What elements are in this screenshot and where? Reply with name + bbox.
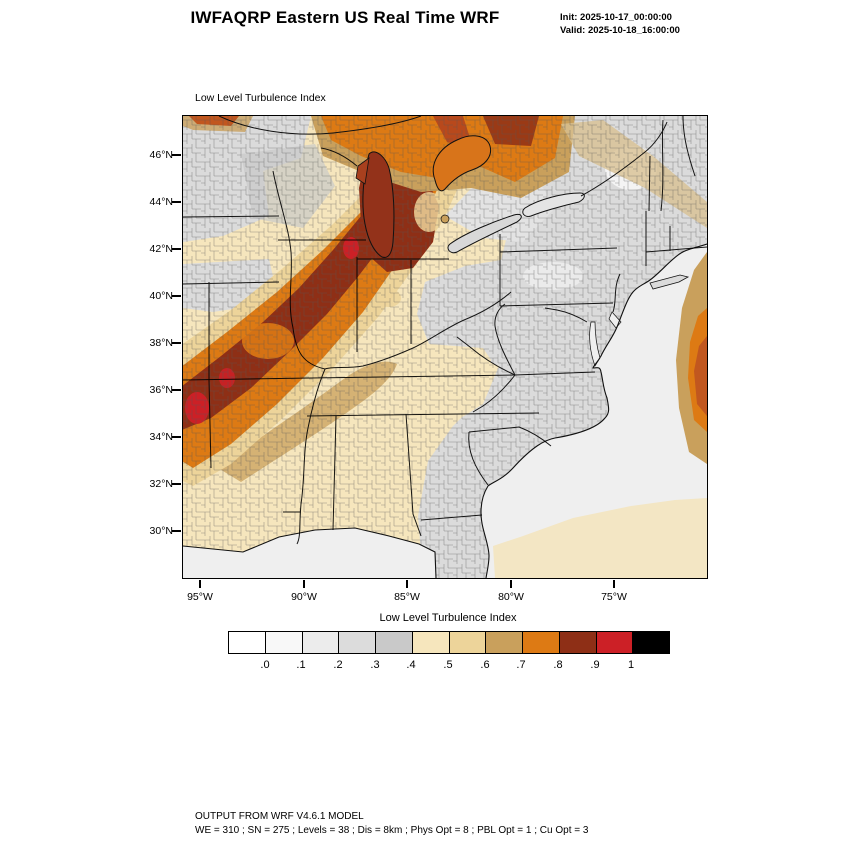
state-boundaries [183, 116, 707, 545]
colorbar-cell [375, 632, 412, 653]
colorbar-tick-label: .7 [516, 659, 526, 671]
lat-tick-label: 30°N [149, 525, 173, 537]
colorbar-cell [264, 632, 302, 653]
colorbar-cell [632, 632, 669, 653]
colorbar-tick-label: .6 [480, 659, 490, 671]
great-lakes [218, 116, 585, 258]
lon-tick [199, 580, 201, 588]
lon-tick [303, 580, 305, 588]
lat-tick [172, 530, 181, 532]
colorbar-tick-label: 1 [627, 659, 635, 671]
lon-tick-label: 80°W [498, 591, 524, 603]
colorbar-cell [595, 632, 633, 653]
lat-tick [172, 248, 181, 250]
init-time: Init: 2025-10-17_00:00:00 [560, 12, 672, 23]
lat-tick-label: 34°N [149, 431, 173, 443]
colorbar-tick-label: .5 [443, 659, 453, 671]
lon-tick-label: 75°W [601, 591, 627, 603]
lat-tick-label: 46°N [149, 149, 173, 161]
turbulence-map [183, 116, 707, 578]
lon-tick [613, 580, 615, 588]
lat-tick [172, 389, 181, 391]
colorbar-cell [522, 632, 559, 653]
lat-tick-label: 44°N [149, 196, 173, 208]
map-frame [182, 115, 708, 579]
colorbar-title: Low Level Turbulence Index [379, 612, 517, 624]
lon-tick-label: 85°W [394, 591, 420, 603]
footer-model-line: OUTPUT FROM WRF V4.6.1 MODEL [195, 811, 364, 822]
colorbar-cell [485, 632, 522, 653]
colorbar-tick-label: .8 [553, 659, 563, 671]
init-valid-block: Init: 2025-10-17_00:00:00 Valid: 2025-10… [560, 11, 680, 37]
footer-config-line: WE = 310 ; SN = 275 ; Levels = 38 ; Dis … [195, 825, 589, 836]
lat-tick [172, 483, 181, 485]
long-island [649, 274, 690, 290]
colorbar-cell [558, 632, 596, 653]
lat-tick-label: 38°N [149, 337, 173, 349]
colorbar-tick-label: .4 [406, 659, 416, 671]
colorbar-tick-label: .3 [370, 659, 380, 671]
field-title: Low Level Turbulence Index [195, 92, 326, 104]
lat-tick-label: 36°N [149, 384, 173, 396]
lat-tick [172, 154, 181, 156]
lon-tick-label: 90°W [291, 591, 317, 603]
colorbar-tick-label: .2 [333, 659, 343, 671]
colorbar-tick-label: .1 [296, 659, 306, 671]
valid-time: Valid: 2025-10-18_16:00:00 [560, 25, 680, 36]
lon-tick [406, 580, 408, 588]
lat-tick-label: 32°N [149, 478, 173, 490]
colorbar-cell [301, 632, 339, 653]
lon-tick-label: 95°W [187, 591, 213, 603]
lat-tick-label: 42°N [149, 243, 173, 255]
lat-tick [172, 436, 181, 438]
colorbar-cell [411, 632, 449, 653]
lat-tick [172, 295, 181, 297]
colorbar-cell [229, 632, 265, 653]
ocean [183, 244, 707, 578]
colorbar-cell [448, 632, 486, 653]
lat-tick-label: 40°N [149, 290, 173, 302]
lat-tick [172, 201, 181, 203]
lon-tick [510, 580, 512, 588]
colorbar-cell [338, 632, 375, 653]
colorbar-tick-label: .9 [590, 659, 600, 671]
colorbar [228, 631, 670, 654]
plot-title: IWFAQRP Eastern US Real Time WRF [190, 8, 500, 27]
coastline [183, 243, 707, 578]
footer: OUTPUT FROM WRF V4.6.1 MODEL WE = 310 ; … [195, 810, 588, 838]
colorbar-tick-label: .0 [260, 659, 270, 671]
lat-tick [172, 342, 181, 344]
